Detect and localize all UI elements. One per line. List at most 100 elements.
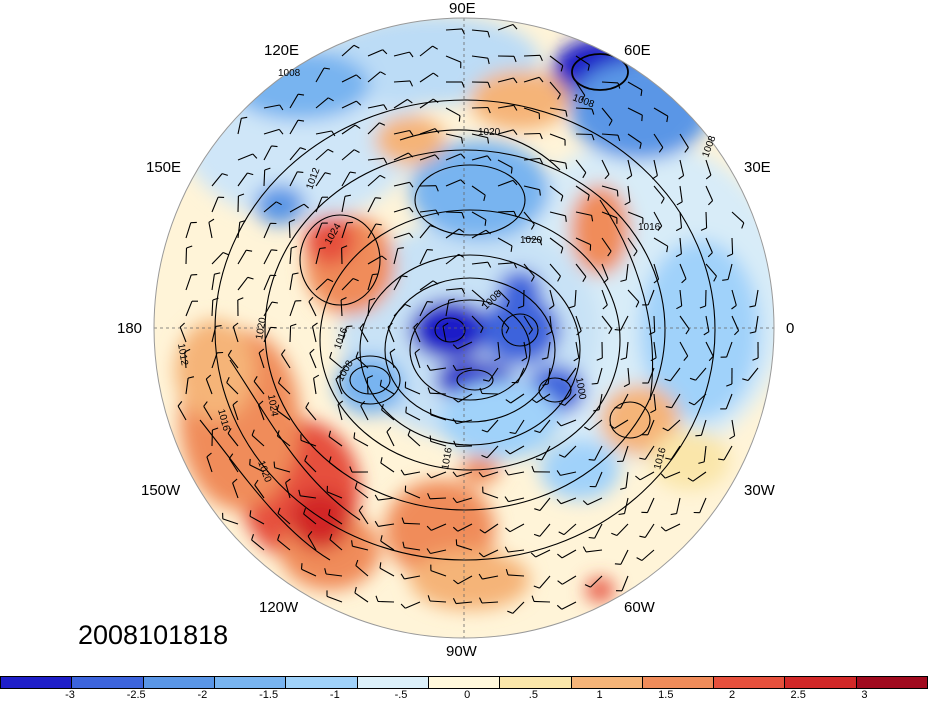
contour-label: 1024	[265, 394, 280, 418]
wind-barb-icon	[326, 491, 343, 499]
wind-barb-icon	[227, 428, 232, 434]
colorbar-swatch	[214, 677, 287, 688]
wind-barb-icon	[539, 239, 543, 246]
wind-barb-icon	[367, 255, 383, 265]
wind-barb-icon	[725, 393, 733, 410]
wind-barb-icon	[303, 513, 317, 525]
wind-barb-icon	[445, 300, 450, 317]
wind-barb-icon	[254, 484, 265, 499]
wind-barb-icon	[483, 194, 486, 202]
wind-barb-icon	[601, 107, 613, 121]
wind-barb-icon	[405, 387, 421, 395]
wind-barb-icon	[340, 299, 343, 317]
wind-barb-icon	[562, 575, 577, 585]
wind-barb-icon	[653, 107, 669, 117]
wind-barb-icon	[627, 107, 643, 116]
wind-barb-icon	[557, 553, 563, 559]
wind-barb-icon	[400, 603, 406, 609]
wind-barb-icon	[328, 509, 331, 516]
wind-barb-icon	[608, 328, 613, 335]
wind-barb-icon	[665, 523, 681, 532]
wind-barb-icon	[731, 304, 737, 310]
wind-barb-icon	[185, 274, 192, 291]
wind-barb-icon	[247, 276, 254, 280]
wind-barb-icon	[549, 133, 566, 141]
wind-barb-icon	[186, 245, 193, 249]
wind-barb-icon	[650, 357, 657, 362]
wind-barb-icon	[397, 247, 404, 250]
wind-barb-icon	[678, 175, 684, 180]
wind-barb-icon	[341, 100, 357, 109]
wind-barb-icon	[419, 225, 431, 239]
wind-barb-icon	[512, 129, 518, 136]
lon-label-180: 180	[117, 320, 143, 337]
wind-barb-icon	[263, 275, 271, 291]
colorbar-tick-label: -.5	[394, 689, 408, 701]
contour-label: 1008	[278, 68, 301, 79]
wind-barb-icon	[442, 322, 449, 327]
wind-barb-icon	[237, 297, 244, 301]
wind-barb-icon	[241, 116, 248, 119]
wind-barb-icon	[315, 222, 323, 239]
wind-barb-icon	[460, 179, 466, 185]
wind-barb-icon	[187, 376, 195, 379]
wind-barb-icon	[378, 497, 395, 501]
wind-barb-icon	[676, 201, 683, 206]
wind-barb-icon	[575, 133, 593, 136]
wind-barb-icon	[311, 326, 317, 343]
wind-barb-icon	[679, 133, 689, 148]
wind-barb-icon	[448, 298, 455, 301]
wind-barb-icon	[341, 326, 348, 343]
wind-barb-icon	[505, 449, 511, 455]
wind-barb-icon	[639, 471, 655, 481]
wind-barb-icon	[251, 434, 265, 447]
wind-barb-icon	[508, 549, 525, 553]
wind-barb-icon	[497, 341, 501, 358]
wind-barb-icon	[679, 289, 683, 306]
wind-barb-icon	[309, 348, 315, 354]
wind-barb-icon	[614, 563, 621, 565]
colorbar-tick-label: -1	[329, 689, 340, 701]
lon-label-90w: 90W	[446, 643, 477, 660]
wind-barb-icon	[481, 454, 488, 459]
wind-barb-icon	[731, 419, 736, 436]
wind-barb-icon	[453, 440, 457, 447]
wind-barb-icon	[482, 575, 499, 580]
wind-barb-icon	[354, 586, 357, 594]
wind-barb-icon	[344, 194, 352, 197]
wind-barb-icon	[481, 392, 499, 395]
wind-barb-icon	[413, 327, 421, 343]
wind-barb-icon	[215, 325, 222, 327]
wind-barb-icon	[304, 454, 308, 461]
wind-barb-icon	[575, 107, 593, 110]
wind-barb-icon	[263, 301, 273, 317]
wind-barb-icon	[263, 223, 271, 239]
wind-barb-icon	[679, 341, 689, 357]
wind-barb-icon	[666, 116, 669, 123]
wind-barb-icon	[393, 304, 406, 317]
colorbar-swatch	[500, 677, 572, 688]
wind-barb-icon	[305, 407, 317, 421]
wind-barb-icon	[685, 328, 690, 335]
wind-barb-icon	[400, 573, 405, 580]
wind-barb-icon	[430, 367, 447, 371]
wind-barb-icon	[257, 404, 265, 421]
wind-barb-icon	[596, 357, 603, 361]
wind-barb-icon	[471, 261, 488, 265]
wind-barb-icon	[665, 406, 672, 409]
wind-barb-icon	[708, 355, 714, 362]
wind-barb-icon	[509, 445, 525, 455]
wind-barb-icon	[497, 262, 515, 265]
wind-barb-icon	[618, 513, 625, 516]
wind-barb-icon	[662, 427, 669, 432]
wind-barb-icon	[587, 497, 603, 506]
contour-label: 1020	[478, 127, 501, 138]
wind-barb-icon	[367, 375, 374, 379]
colorbar-swatch	[72, 677, 144, 688]
colorbar-tick-label: 3	[861, 689, 868, 701]
wind-barb-icon	[379, 174, 386, 179]
wind-barb-icon	[575, 55, 590, 66]
wind-barb-icon	[513, 56, 517, 63]
wind-barb-icon	[487, 261, 492, 268]
wind-barb-icon	[354, 487, 369, 499]
